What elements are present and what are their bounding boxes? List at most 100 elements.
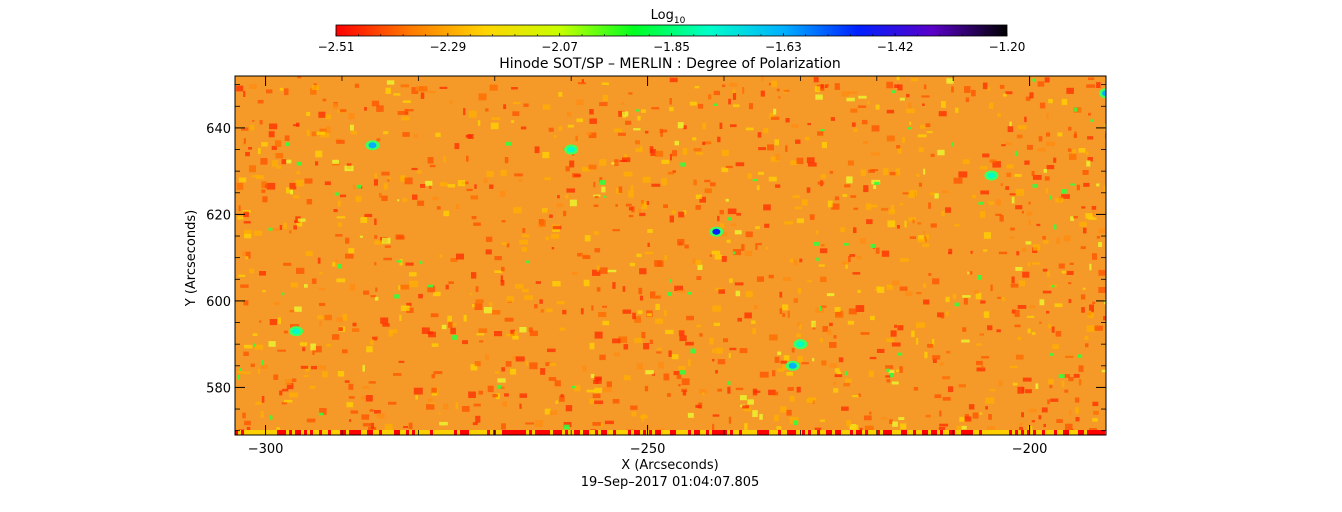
- texture-speckle: [740, 395, 747, 401]
- texture-speckle: [448, 321, 453, 328]
- texture-speckle: [725, 165, 733, 169]
- texture-speckle: [242, 251, 246, 256]
- texture-speckle: [942, 397, 951, 401]
- texture-speckle: [433, 291, 441, 297]
- texture-speckle: [322, 371, 328, 378]
- edge-strip-cell: [424, 430, 427, 435]
- texture-speckle: [454, 143, 460, 150]
- texture-speckle: [937, 312, 944, 318]
- texture-speckle: [791, 124, 799, 128]
- texture-speckle: [1067, 148, 1072, 152]
- texture-speckle: [471, 216, 477, 220]
- texture-speckle: [980, 365, 984, 369]
- texture-speckle: [669, 77, 678, 83]
- texture-speckle: [296, 221, 303, 227]
- texture-speckle: [888, 209, 896, 215]
- texture-speckle: [962, 159, 970, 165]
- texture-speckle: [1056, 419, 1063, 423]
- texture-speckle: [1085, 151, 1089, 155]
- texture-speckle: [283, 262, 292, 266]
- texture-speckle: [364, 107, 367, 111]
- texture-speckle: [1050, 398, 1059, 402]
- edge-strip-cell: [910, 430, 913, 435]
- texture-speckle: [850, 195, 857, 198]
- texture-green-speckle: [907, 127, 912, 130]
- edge-strip-cell: [946, 430, 949, 435]
- edge-strip-cell: [856, 430, 859, 435]
- edge-strip-cell: [511, 430, 514, 435]
- texture-speckle: [553, 135, 557, 138]
- texture-speckle: [404, 108, 408, 115]
- edge-strip-cell: [1066, 430, 1069, 435]
- colorbar-tick-label: −1.63: [765, 40, 802, 54]
- texture-speckle: [450, 327, 456, 335]
- edge-strip-cell: [622, 430, 625, 435]
- texture-speckle: [946, 350, 951, 354]
- feature-halo: [1107, 339, 1121, 349]
- texture-speckle: [581, 79, 584, 84]
- feature-core: [368, 142, 377, 149]
- texture-speckle: [1098, 287, 1106, 293]
- texture-speckle: [909, 121, 912, 125]
- texture-speckle: [345, 237, 350, 244]
- edge-strip-cell: [793, 430, 796, 435]
- texture-speckle: [760, 90, 765, 97]
- texture-speckle: [563, 210, 567, 217]
- texture-speckle: [1041, 407, 1048, 413]
- texture-speckle: [683, 210, 687, 215]
- texture-speckle: [344, 165, 354, 172]
- texture-speckle: [804, 136, 810, 141]
- edge-strip-cell: [310, 430, 313, 435]
- edge-strip-cell: [478, 430, 481, 435]
- texture-speckle: [755, 243, 758, 250]
- texture-speckle: [676, 373, 682, 380]
- texture-green-speckle: [713, 103, 718, 106]
- texture-speckle: [865, 203, 872, 210]
- edge-strip-cell: [886, 430, 889, 435]
- texture-speckle: [964, 416, 972, 422]
- edge-strip-cell: [931, 430, 934, 435]
- texture-speckle: [1086, 160, 1091, 167]
- texture-speckle: [867, 101, 870, 105]
- texture-speckle: [623, 375, 631, 381]
- texture-speckle: [866, 219, 873, 225]
- texture-green-speckle: [819, 306, 822, 311]
- texture-speckle: [709, 337, 714, 345]
- edge-strip-cell: [1090, 430, 1093, 435]
- texture-speckle: [868, 169, 875, 173]
- texture-speckle: [833, 388, 839, 393]
- texture-speckle: [1098, 269, 1106, 276]
- texture-speckle: [1031, 332, 1036, 335]
- texture-speckle: [639, 295, 644, 301]
- texture-speckle: [352, 328, 360, 332]
- texture-speckle: [661, 178, 667, 186]
- texture-speckle: [600, 423, 603, 427]
- edge-strip-cell: [607, 430, 610, 435]
- edge-strip-cell: [586, 430, 589, 435]
- texture-speckle: [602, 320, 610, 326]
- edge-strip-cell: [625, 430, 628, 435]
- texture-speckle: [1092, 211, 1095, 217]
- texture-speckle: [928, 202, 931, 209]
- texture-speckle: [789, 258, 793, 263]
- texture-speckle: [742, 405, 749, 409]
- texture-speckle: [1021, 412, 1024, 418]
- texture-speckle: [266, 182, 276, 190]
- edge-strip-cell: [718, 430, 721, 435]
- texture-speckle: [735, 387, 744, 391]
- texture-speckle: [1078, 365, 1084, 372]
- texture-speckle: [951, 86, 954, 93]
- texture-green-speckle: [427, 284, 434, 288]
- texture-speckle: [1016, 251, 1020, 256]
- texture-speckle: [455, 204, 460, 209]
- texture-speckle: [572, 271, 578, 276]
- texture-speckle: [699, 333, 703, 337]
- texture-speckle: [504, 157, 509, 164]
- texture-speckle: [925, 123, 931, 128]
- texture-speckle: [712, 348, 715, 353]
- texture-speckle: [558, 91, 563, 97]
- edge-strip-cell: [319, 430, 322, 435]
- texture-speckle: [712, 414, 720, 417]
- texture-speckle: [796, 157, 804, 165]
- texture-speckle: [780, 406, 787, 413]
